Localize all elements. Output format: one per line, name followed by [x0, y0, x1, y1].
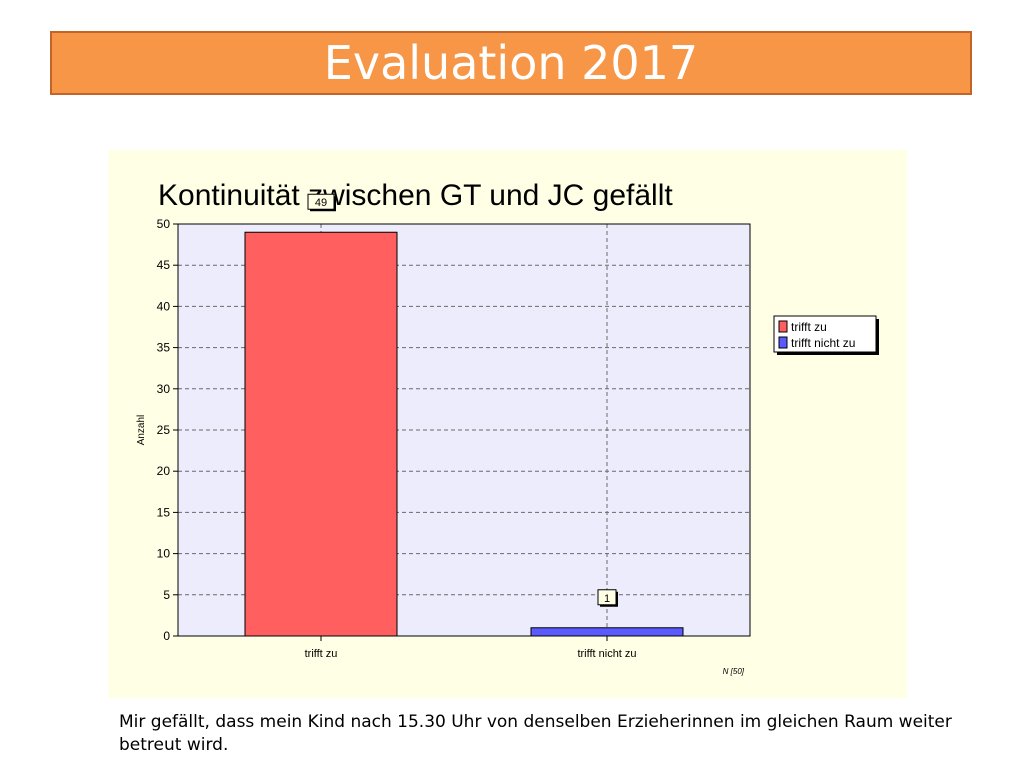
- y-tick-label: 35: [157, 341, 171, 355]
- x-tick-label: trifft nicht zu: [577, 648, 636, 660]
- y-axis-label: Anzahl: [136, 415, 147, 446]
- y-tick-label: 50: [157, 217, 171, 231]
- y-tick-label: 30: [157, 382, 171, 396]
- y-tick-label: 0: [163, 629, 170, 643]
- slide-caption: Mir gefällt, dass mein Kind nach 15.30 U…: [119, 712, 952, 755]
- data-label: 1: [604, 593, 610, 605]
- legend-box: [773, 315, 877, 353]
- data-label: 49: [315, 197, 327, 209]
- chart-footnote: N [50]: [723, 667, 745, 676]
- slide-title-banner: Evaluation 2017: [50, 31, 972, 95]
- legend-label: trifft nicht zu: [791, 336, 855, 350]
- x-tick-label: trifft zu: [305, 648, 338, 660]
- slide-title: Evaluation 2017: [323, 36, 699, 90]
- legend-swatch: [778, 336, 788, 349]
- plot-frame: [177, 223, 751, 637]
- bar-2: [530, 627, 684, 637]
- y-tick-label: 5: [163, 588, 170, 602]
- chart: Kontinuität zwischen GT und JC gefällt 0 5…: [136, 179, 879, 676]
- y-tick-label: 20: [157, 464, 171, 478]
- legend-label: trifft zu: [791, 320, 827, 334]
- legend-swatch: [778, 320, 788, 333]
- y-tick-label: 15: [157, 505, 171, 519]
- y-tick-label: 45: [157, 258, 171, 272]
- y-tick-label: 25: [157, 423, 171, 437]
- data-label-box: [307, 193, 335, 210]
- y-tick-label: 10: [157, 547, 171, 561]
- chart-panel: Kontinuität zwischen GT und JC gefällt 0 5…: [108, 150, 907, 698]
- y-tick-label: 40: [157, 299, 171, 313]
- bar-1: [244, 231, 398, 637]
- chart-title: Kontinuität zwischen GT und JC gefällt: [158, 179, 673, 212]
- data-label-box: [597, 589, 617, 606]
